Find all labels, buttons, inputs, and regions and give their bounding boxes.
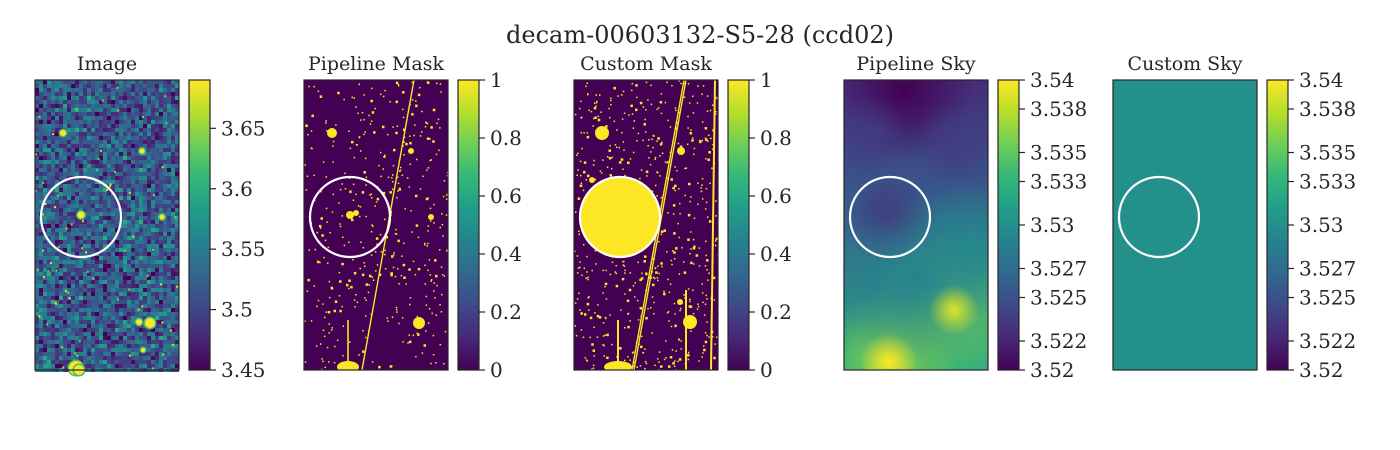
colorbar-tick-label: 3.533 xyxy=(1030,170,1087,194)
axes-frame xyxy=(1112,79,1258,371)
panel-2: Pipeline Mask 0 0.2 0.4 0.6 0.8 1 xyxy=(303,53,522,382)
panel-title: Custom Sky xyxy=(1128,53,1243,75)
colorbar-tick-label: 3.535 xyxy=(1299,141,1356,165)
heatmap-image xyxy=(304,80,448,370)
panel-title: Pipeline Sky xyxy=(856,53,975,75)
panels: Image 3.45 3.5 3.55 3.6 3.65 Pipeline Mask 0 0.2… xyxy=(34,53,1356,382)
aperture-circle xyxy=(308,175,392,259)
axes-frame xyxy=(303,79,449,371)
colorbar-tick-label: 0.8 xyxy=(490,126,522,150)
colorbar-tick-label: 3.522 xyxy=(1030,329,1087,353)
colorbar-tick-label: 3.525 xyxy=(1030,286,1087,310)
aperture-circle xyxy=(578,175,662,259)
panel-4: Pipeline Sky 3.52 3.522 3.525 3.527 3.53 3.533… xyxy=(843,53,1087,382)
colorbar-tick-label: 0.6 xyxy=(490,184,522,208)
panel-title: Image xyxy=(77,53,137,75)
colorbar-tick-label: 3.65 xyxy=(221,116,266,140)
aperture-circle xyxy=(1117,175,1201,259)
colorbar-tick-label: 3.52 xyxy=(1299,358,1344,382)
colorbar xyxy=(997,79,1020,371)
colorbar-tick-label: 3.527 xyxy=(1030,257,1087,281)
colorbar-tick-label: 0 xyxy=(490,358,503,382)
axes-frame xyxy=(573,79,719,371)
heatmap-image xyxy=(1113,80,1257,370)
colorbar-tick-label: 3.54 xyxy=(1030,68,1075,92)
colorbar-tick-label: 3.53 xyxy=(1030,213,1075,237)
colorbar-tick-label: 0.2 xyxy=(760,300,792,324)
colorbar-tick-label: 3.6 xyxy=(221,177,253,201)
panel-5: Custom Sky 3.52 3.522 3.525 3.527 3.53 3.533 3.… xyxy=(1112,53,1356,382)
colorbar xyxy=(188,79,211,371)
colorbar-tick-label: 0.6 xyxy=(760,184,792,208)
axes-frame xyxy=(843,79,989,371)
colorbar-tick-label: 3.45 xyxy=(221,358,266,382)
colorbar-tick-label: 0.4 xyxy=(490,242,522,266)
colorbar-tick-label: 3.52 xyxy=(1030,358,1075,382)
heatmap-image xyxy=(844,80,988,370)
panel-3: Custom Mask 0 0.2 0.4 0.6 0.8 1 xyxy=(573,53,792,382)
colorbar-tick-label: 3.53 xyxy=(1299,213,1344,237)
colorbar-tick-label: 1 xyxy=(490,68,503,92)
heatmap-image xyxy=(35,80,179,377)
colorbar-tick-label: 3.538 xyxy=(1299,97,1356,121)
colorbar-tick-label: 3.522 xyxy=(1299,329,1356,353)
figure-title: decam-00603132-S5-28 (ccd02) xyxy=(506,21,894,49)
colorbar-tick-label: 3.538 xyxy=(1030,97,1087,121)
aperture-circle xyxy=(39,175,123,259)
colorbar xyxy=(457,79,480,371)
colorbar-tick-label: 3.54 xyxy=(1299,68,1344,92)
panel-1: Image 3.45 3.5 3.55 3.6 3.65 xyxy=(34,53,266,382)
colorbar-tick-label: 0.2 xyxy=(490,300,522,324)
colorbar-tick-label: 1 xyxy=(760,68,773,92)
colorbar-tick-label: 0.8 xyxy=(760,126,792,150)
panel-title: Custom Mask xyxy=(580,53,712,75)
colorbar-tick-label: 3.525 xyxy=(1299,286,1356,310)
colorbar-tick-label: 3.55 xyxy=(221,237,266,261)
axes-frame xyxy=(34,79,180,371)
heatmap-image xyxy=(574,80,718,370)
colorbar-tick-label: 3.527 xyxy=(1299,257,1356,281)
colorbar-tick-label: 0 xyxy=(760,358,773,382)
colorbar-tick-label: 3.535 xyxy=(1030,141,1087,165)
panel-title: Pipeline Mask xyxy=(308,53,444,75)
colorbar-tick-label: 3.5 xyxy=(221,298,253,322)
colorbar xyxy=(727,79,750,371)
colorbar xyxy=(1266,79,1289,371)
colorbar-tick-label: 3.533 xyxy=(1299,170,1356,194)
aperture-circle xyxy=(848,175,932,259)
colorbar-tick-label: 0.4 xyxy=(760,242,792,266)
